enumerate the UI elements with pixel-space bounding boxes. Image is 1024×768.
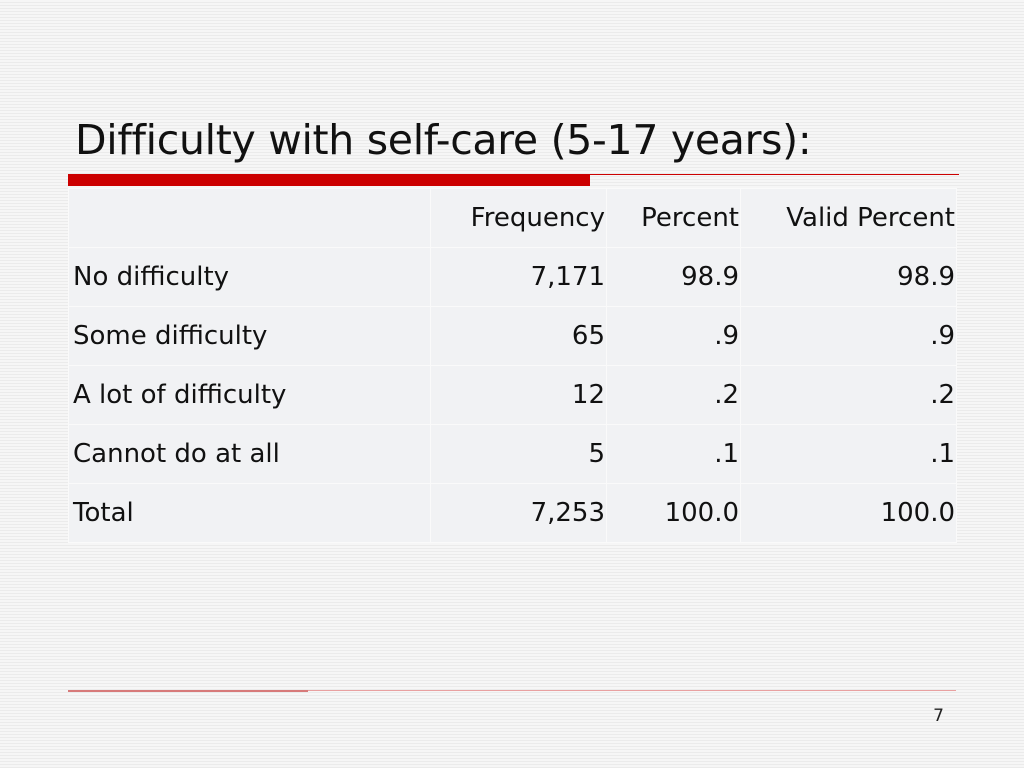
row-valid-percent: 98.9 bbox=[740, 247, 957, 307]
footer-divider-accent bbox=[68, 690, 308, 692]
row-frequency: 12 bbox=[430, 365, 607, 425]
row-valid-percent: .2 bbox=[740, 365, 957, 425]
header-frequency: Frequency bbox=[430, 188, 607, 248]
header-label-cell bbox=[68, 188, 431, 248]
row-label: Total bbox=[68, 483, 431, 543]
table-row: Some difficulty 65 .9 .9 bbox=[68, 306, 957, 366]
row-frequency: 65 bbox=[430, 306, 607, 366]
row-valid-percent: .9 bbox=[740, 306, 957, 366]
row-frequency: 7,253 bbox=[430, 483, 607, 543]
title-underline bbox=[68, 174, 959, 175]
row-percent: .2 bbox=[606, 365, 741, 425]
header-valid-percent: Valid Percent bbox=[740, 188, 957, 248]
row-percent: 100.0 bbox=[606, 483, 741, 543]
slide-title: Difficulty with self-care (5-17 years): bbox=[75, 116, 812, 164]
header-percent: Percent bbox=[606, 188, 741, 248]
row-frequency: 7,171 bbox=[430, 247, 607, 307]
table-row: Cannot do at all 5 .1 .1 bbox=[68, 424, 957, 484]
row-percent: 98.9 bbox=[606, 247, 741, 307]
page-number: 7 bbox=[933, 706, 944, 726]
frequency-table: Frequency Percent Valid Percent No diffi… bbox=[68, 188, 957, 543]
row-label: No difficulty bbox=[68, 247, 431, 307]
row-percent: .9 bbox=[606, 306, 741, 366]
table-row: No difficulty 7,171 98.9 98.9 bbox=[68, 247, 957, 307]
footer-divider bbox=[68, 690, 956, 691]
table-header-row: Frequency Percent Valid Percent bbox=[68, 188, 957, 248]
title-accent-bar bbox=[68, 175, 590, 186]
table-row: A lot of difficulty 12 .2 .2 bbox=[68, 365, 957, 425]
row-valid-percent: .1 bbox=[740, 424, 957, 484]
row-label: Cannot do at all bbox=[68, 424, 431, 484]
row-frequency: 5 bbox=[430, 424, 607, 484]
row-label: A lot of difficulty bbox=[68, 365, 431, 425]
row-percent: .1 bbox=[606, 424, 741, 484]
table-total-row: Total 7,253 100.0 100.0 bbox=[68, 483, 957, 543]
row-valid-percent: 100.0 bbox=[740, 483, 957, 543]
row-label: Some difficulty bbox=[68, 306, 431, 366]
